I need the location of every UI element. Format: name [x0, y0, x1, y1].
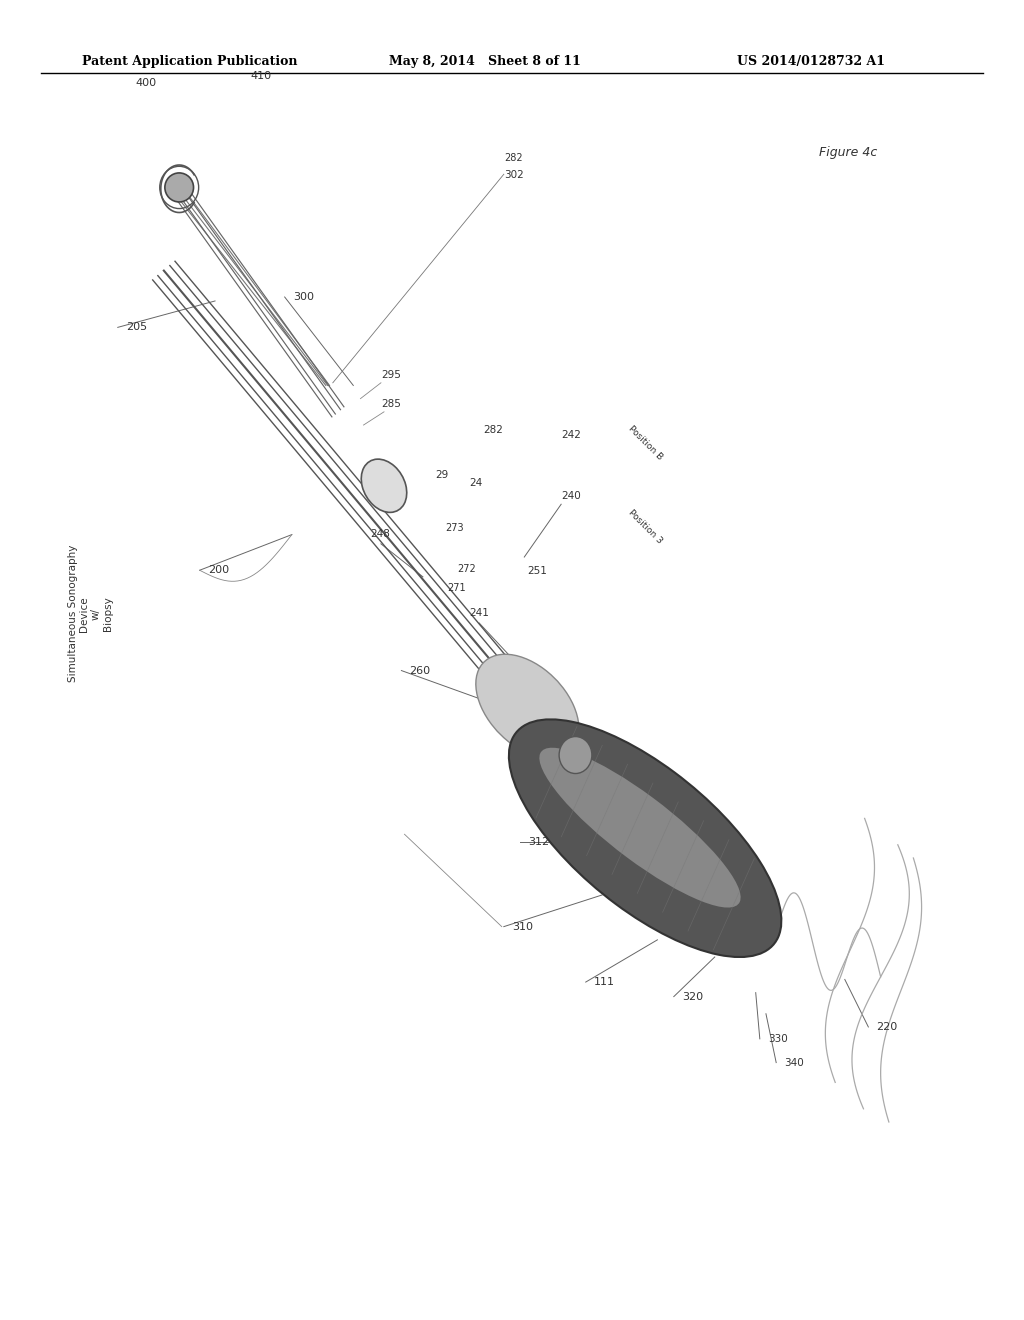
Ellipse shape	[540, 747, 740, 908]
Text: 410: 410	[251, 71, 272, 82]
Text: 300: 300	[293, 292, 314, 302]
Ellipse shape	[165, 173, 194, 202]
Text: 241: 241	[469, 609, 488, 619]
Text: 200: 200	[208, 565, 229, 576]
Text: 272: 272	[458, 564, 476, 574]
Text: 220: 220	[877, 1022, 898, 1032]
Text: 302: 302	[504, 170, 523, 181]
Text: 282: 282	[483, 425, 503, 436]
Text: 282: 282	[504, 153, 522, 164]
Text: 29: 29	[435, 470, 449, 480]
Text: 400: 400	[135, 78, 157, 88]
Text: 312: 312	[528, 837, 550, 847]
Text: 205: 205	[126, 322, 147, 333]
Ellipse shape	[361, 459, 407, 512]
Text: 271: 271	[447, 583, 466, 594]
Text: May 8, 2014   Sheet 8 of 11: May 8, 2014 Sheet 8 of 11	[389, 55, 581, 69]
Text: 295: 295	[381, 370, 400, 380]
Text: 310: 310	[512, 921, 534, 932]
Text: Position 3: Position 3	[627, 508, 665, 546]
Text: Figure 4c: Figure 4c	[819, 145, 878, 158]
Text: 320: 320	[682, 991, 703, 1002]
Text: 240: 240	[561, 491, 581, 502]
Text: Patent Application Publication: Patent Application Publication	[82, 55, 297, 69]
Text: Simultaneous Sonography
Device
w/
Biopsy: Simultaneous Sonography Device w/ Biopsy	[68, 545, 113, 682]
Text: 330: 330	[768, 1034, 787, 1044]
Text: 248: 248	[371, 529, 390, 540]
Text: US 2014/0128732 A1: US 2014/0128732 A1	[737, 55, 886, 69]
Text: 285: 285	[381, 399, 400, 409]
Text: 350: 350	[607, 853, 627, 863]
Text: 24: 24	[469, 478, 482, 488]
Text: 260: 260	[410, 665, 431, 676]
Text: Position B: Position B	[627, 424, 665, 462]
Text: 273: 273	[445, 523, 464, 533]
Text: 111: 111	[594, 977, 615, 987]
Text: 340: 340	[784, 1057, 804, 1068]
Ellipse shape	[559, 737, 592, 774]
Text: 242: 242	[561, 430, 581, 441]
Ellipse shape	[509, 719, 781, 957]
Ellipse shape	[476, 655, 579, 758]
Text: 251: 251	[527, 566, 547, 577]
